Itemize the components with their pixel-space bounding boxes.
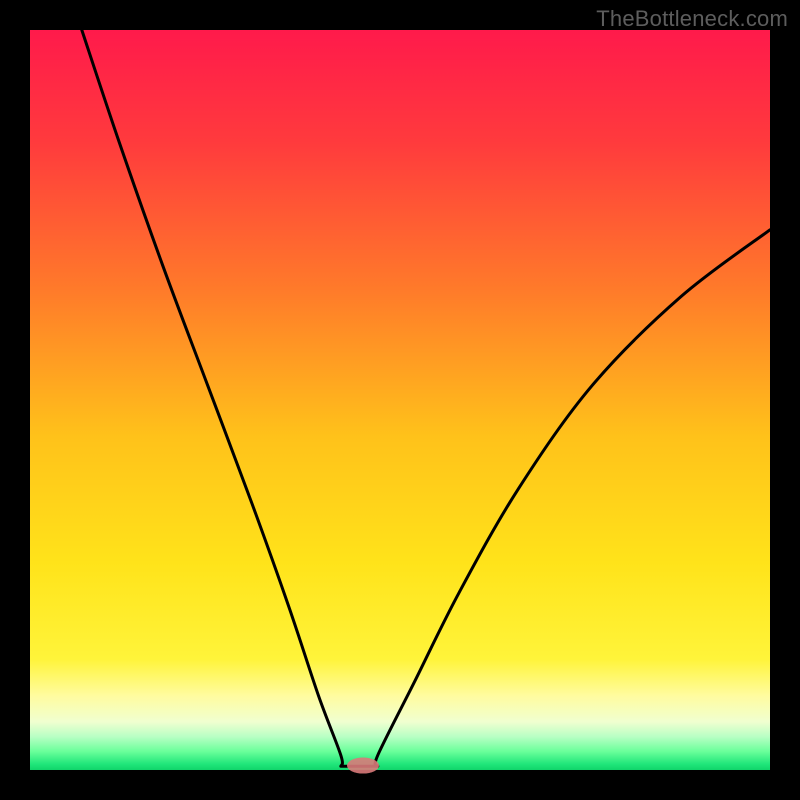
bottleneck-chart xyxy=(0,0,800,800)
plot-background xyxy=(30,30,770,770)
chart-stage: TheBottleneck.com xyxy=(0,0,800,800)
optimum-marker xyxy=(347,758,379,774)
watermark-text: TheBottleneck.com xyxy=(596,6,788,32)
